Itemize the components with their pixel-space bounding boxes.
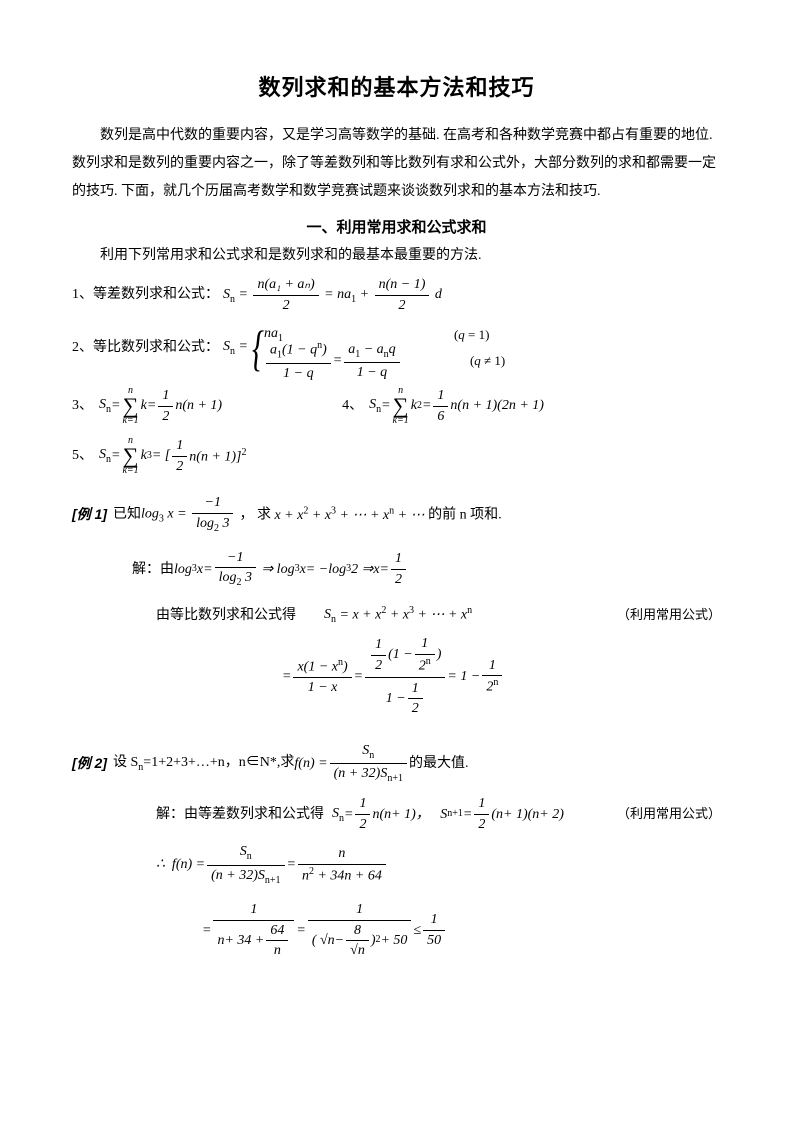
example-prompt: 已知 log3 x = −1log2 3 ， 求 x + x2 + x3 + ⋯… — [113, 494, 502, 535]
document-page: 数列求和的基本方法和技巧 数列是高中代数的重要内容，又是学习高等数学的基础. 在… — [0, 0, 793, 1122]
example-2-step2: ∴ f (n) = Sn(n + 32)Sn+1 = nn2 + 34n + 6… — [156, 843, 721, 887]
item-label: 4、 — [342, 396, 363, 416]
example-2-step1: 解：由等差数列求和公式得 Sn = 12n(n + 1)， Sn+1 = 12(… — [156, 795, 721, 833]
example-prompt: 设 Sn=1+2+3+…+n，n∈N*,求 f (n) = Sn(n + 32)… — [113, 742, 468, 786]
section-heading: 一、利用常用求和公式求和 — [72, 216, 721, 237]
example-1-step3: = x(1 − xn)1 − x = 12(1 − 12n) 1 − 12 = … — [282, 635, 721, 718]
example-1: [例 1] 已知 log3 x = −1log2 3 ， 求 x + x2 + … — [72, 494, 721, 535]
formula: Sn = n(a₁ + aₙ)2 = na1 + n(n − 1)2 d — [223, 276, 442, 314]
formula-item-2: 2、等比数列求和公式： Sn = { na1 (q = 1) a1(1 − qn… — [72, 322, 721, 374]
item-label: 5、 — [72, 446, 93, 466]
formula-5: Sn = n∑k=1 k3 = [ 12 n(n + 1)]2 — [99, 436, 247, 476]
section-lead: 利用下列常用求和公式求和是数列求和的最基本最重要的方法. — [72, 243, 721, 268]
item-label: 1、等差数列求和公式： — [72, 285, 219, 305]
example-2-step3: = 1 n + 34 + 64n = 1 ( √n − 8√n )2 + 50 … — [202, 901, 721, 960]
formula-item-1: 1、等差数列求和公式： Sn = n(a₁ + aₙ)2 = na1 + n(n… — [72, 276, 721, 314]
item-label: 2、等比数列求和公式： — [72, 338, 219, 358]
formula-note: （利用常用公式） — [617, 606, 721, 624]
example-label: [例 1] — [72, 505, 107, 525]
example-1-step2: 由等比数列求和公式得 Sn = x + x2 + x3 + ⋯ + xn （利用… — [156, 604, 721, 627]
example-label: [例 2] — [72, 754, 107, 774]
formula-3: Sn = n∑k=1 k = 12 n(n + 1) — [99, 386, 222, 426]
formula-row-3-4: 3、 Sn = n∑k=1 k = 12 n(n + 1) 4、 Sn = n∑… — [72, 386, 721, 426]
formula-item-5: 5、 Sn = n∑k=1 k3 = [ 12 n(n + 1)]2 — [72, 436, 721, 476]
intro-paragraph: 数列是高中代数的重要内容，又是学习高等数学的基础. 在高考和各种数学竞赛中都占有… — [72, 122, 721, 206]
item-label: 3、 — [72, 396, 93, 416]
example-2: [例 2] 设 Sn=1+2+3+…+n，n∈N*,求 f (n) = Sn(n… — [72, 742, 721, 786]
formula-4: Sn = n∑k=1 k2 = 16 n(n + 1)(2n + 1) — [369, 386, 544, 426]
formula-note: （利用常用公式） — [617, 805, 721, 823]
page-title: 数列求和的基本方法和技巧 — [72, 70, 721, 102]
formula: Sn = { na1 (q = 1) a1(1 − qn)1 − q = a1 … — [223, 322, 505, 374]
example-1-step1: 解：由 log3 x = −1log2 3 ⇒ log3 x = −log3 2… — [132, 549, 721, 590]
